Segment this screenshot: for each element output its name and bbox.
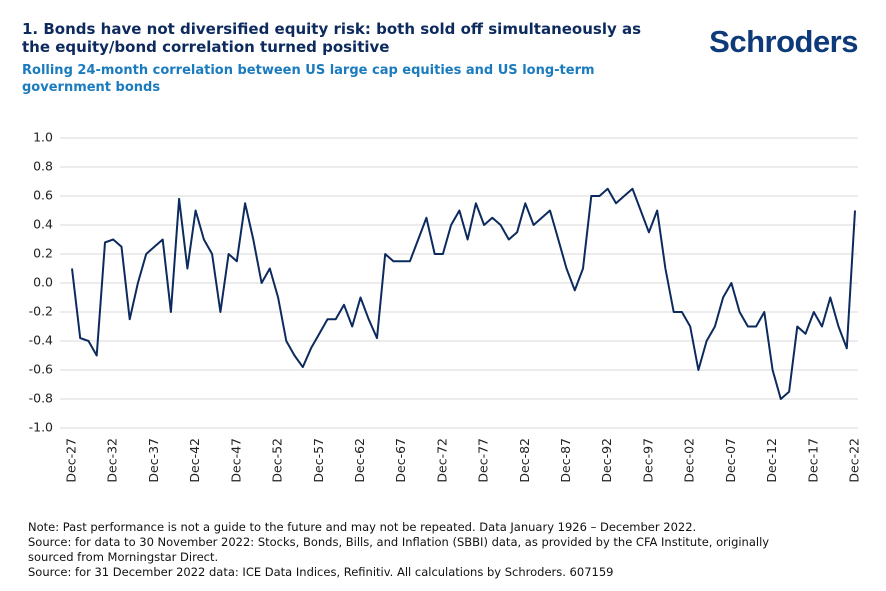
x-tick-label: Dec-97 — [640, 438, 655, 483]
x-tick-label: Dec-47 — [228, 438, 243, 483]
x-tick-label: Dec-42 — [187, 438, 202, 483]
notes: Note: Past performance is not a guide to… — [28, 520, 808, 580]
chart: -1.0 -0.8 -0.6 -0.4 -0.2 0.0 0.2 0.4 0.6 0.8 1.0 De… — [29, 130, 862, 483]
x-tick-label: Dec-57 — [311, 438, 326, 483]
chart-title: 1. Bonds have not diversified equity ris… — [22, 20, 642, 56]
x-tick-label: Dec-22 — [847, 438, 862, 483]
logo: Schroders — [709, 24, 858, 59]
x-tick-label: Dec-27 — [64, 438, 79, 483]
y-tick-label: 0.4 — [33, 217, 53, 232]
note: Source: for data to 30 November 2022: St… — [28, 535, 770, 564]
x-tick-label: Dec-72 — [434, 438, 449, 483]
y-tick-label: -0.4 — [29, 333, 53, 348]
note: Note: Past performance is not a guide to… — [28, 520, 697, 534]
y-tick-label: -0.6 — [29, 362, 53, 377]
x-tick-label: Dec-87 — [558, 438, 573, 483]
y-tick-label: 0.8 — [33, 159, 53, 174]
line — [71, 187, 856, 400]
x-tick-label: Dec-17 — [805, 438, 820, 483]
x-tick-label: Dec-02 — [682, 438, 697, 483]
x-tick-label: Dec-07 — [723, 438, 738, 483]
x-tick-label: Dec-92 — [599, 438, 614, 483]
x-tick-label: Dec-77 — [476, 438, 491, 483]
y-tick-label: 1.0 — [33, 130, 53, 145]
x-tick-label: Dec-62 — [352, 438, 367, 483]
x-tick-label: Dec-67 — [393, 438, 408, 483]
note: Source: for 31 December 2022 data: ICE D… — [28, 565, 614, 579]
x-tick-label: Dec-82 — [517, 438, 532, 483]
chart-subtitle: Rolling 24-month correlation between US … — [22, 63, 595, 95]
y-tick-label: 0.2 — [33, 246, 53, 261]
x-tick-label: Dec-32 — [105, 438, 120, 483]
y-tick-label: -0.8 — [29, 391, 53, 406]
y-tick-label: 0.6 — [33, 188, 53, 203]
x-tick-label: Dec-52 — [270, 438, 285, 483]
y-tick-label: -1.0 — [29, 420, 53, 435]
x-tick-label: Dec-12 — [764, 438, 779, 483]
x-tick-label: Dec-37 — [146, 438, 161, 483]
y-tick-label: 0.0 — [33, 275, 53, 290]
y-tick-label: -0.2 — [29, 304, 53, 319]
